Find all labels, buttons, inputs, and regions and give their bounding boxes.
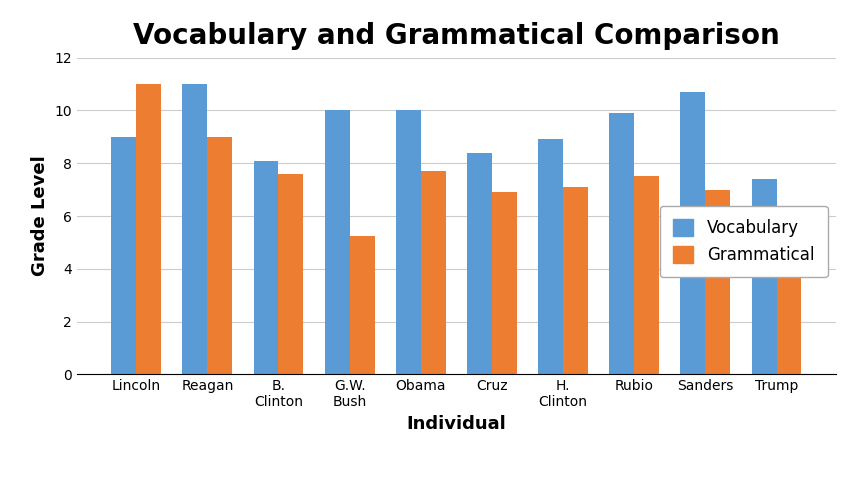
Bar	[608, 113, 634, 374]
Bar	[492, 192, 516, 374]
Bar	[111, 137, 136, 374]
Bar	[207, 137, 232, 374]
Bar	[680, 92, 705, 374]
Bar	[253, 161, 278, 374]
Bar	[562, 187, 587, 374]
Legend: Vocabulary, Grammatical: Vocabulary, Grammatical	[659, 205, 826, 277]
Bar	[136, 84, 161, 374]
Bar	[775, 221, 801, 374]
Bar	[705, 190, 729, 374]
Bar	[467, 153, 492, 374]
Bar	[538, 140, 562, 374]
Bar	[420, 171, 445, 374]
Bar	[751, 179, 775, 374]
Bar	[349, 236, 374, 374]
Bar	[325, 110, 349, 374]
Title: Vocabulary and Grammatical Comparison: Vocabulary and Grammatical Comparison	[133, 22, 779, 50]
Bar	[634, 177, 659, 374]
Bar	[395, 110, 420, 374]
Bar	[278, 174, 303, 374]
Bar	[182, 84, 207, 374]
X-axis label: Individual: Individual	[406, 415, 505, 433]
Y-axis label: Grade Level: Grade Level	[31, 156, 49, 276]
